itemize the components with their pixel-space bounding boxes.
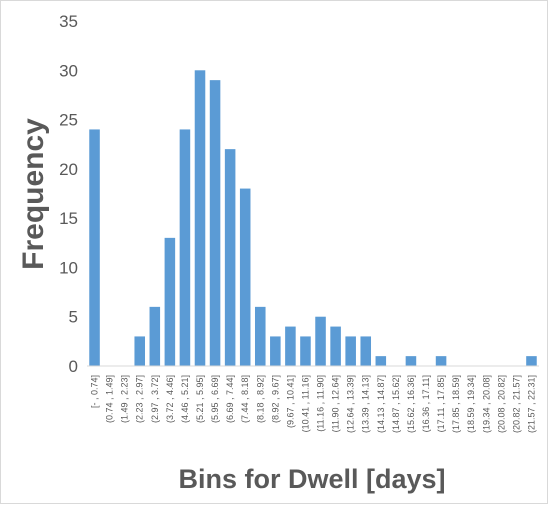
bar (270, 336, 281, 366)
bar (405, 356, 417, 366)
y-tick-label: 10 (59, 258, 78, 277)
bar (285, 326, 296, 366)
x-tick-label: (3.72 , 4.46] (165, 375, 175, 423)
y-tick-label: 35 (59, 12, 78, 31)
bar (89, 129, 100, 366)
bar (300, 336, 311, 366)
bar (315, 316, 326, 366)
bar (375, 356, 387, 366)
x-tick-label: [- , 0.74] (90, 375, 100, 408)
x-tick-label: (2.23 , 2.97] (135, 375, 145, 423)
x-tick-label: (11.90 , 12.64] (331, 375, 341, 432)
x-tick-label: (1.49 , 2.23] (120, 375, 130, 423)
x-tick-label: (7.44 , 8.18] (240, 375, 250, 423)
x-tick-label: (12.64 , 13.39] (346, 375, 356, 433)
x-tick-label: (5.95 , 6.69] (210, 375, 220, 423)
y-axis-title: Frequency (17, 118, 50, 270)
x-tick-label: (2.97 , 3.72] (150, 375, 160, 423)
x-tick-label: (17.11 , 17.85] (436, 375, 446, 432)
bar (435, 356, 447, 366)
x-axis-ticks: [- , 0.74] (0.74 , 1.49] (1.49 , 2.23] (2.2… (90, 375, 537, 433)
bar (194, 70, 206, 366)
x-tick-label: (20.08 , 20.82] (496, 375, 506, 433)
x-tick-label: (18.59 , 19.34] (466, 375, 476, 433)
y-tick-label: 30 (59, 61, 78, 80)
bars-group (89, 70, 537, 366)
y-tick-label: 15 (59, 209, 78, 228)
bar (345, 336, 356, 366)
x-tick-label: (19.34 , 20.08] (481, 375, 491, 433)
x-tick-label: (0.74 , 1.49] (105, 375, 115, 423)
bar (164, 237, 176, 366)
x-tick-label: (17.85 , 18.59] (451, 375, 461, 433)
x-tick-label: (8.92 , 9.67] (270, 375, 280, 423)
y-axis-ticks: 0 5 10 15 20 25 30 35 (59, 12, 78, 376)
x-tick-label: (21.57 , 22.31] (526, 375, 536, 433)
bar (149, 306, 161, 366)
x-tick-label: (14.87 , 15.62] (391, 375, 401, 433)
x-tick-label: (6.69 , 7.44] (225, 375, 235, 423)
bar (526, 356, 537, 366)
x-tick-label: (10.41 , 11.16] (300, 375, 310, 432)
y-tick-label: 20 (59, 160, 78, 179)
bar (209, 80, 221, 366)
x-tick-label: (5.21 , 5.95] (195, 375, 205, 423)
bar (254, 306, 266, 366)
bar (360, 336, 372, 366)
x-tick-label: (11.16 , 11.90] (316, 375, 326, 432)
bar (224, 149, 236, 366)
x-tick-label: (20.82 , 21.57] (511, 375, 521, 433)
bar (330, 326, 341, 366)
x-tick-label: (14.13 , 14.87] (376, 375, 386, 433)
x-tick-label: (13.39 , 14.13] (361, 375, 371, 433)
x-axis-title: Bins for Dwell [days] (178, 464, 445, 494)
y-tick-label: 5 (69, 308, 78, 327)
y-tick-label: 0 (69, 357, 78, 376)
x-tick-label: (15.62 , 16.36] (406, 375, 416, 433)
x-tick-label: (16.36 , 17.11] (421, 375, 431, 432)
bar (134, 336, 146, 366)
bar (239, 188, 251, 366)
x-tick-label: (8.18 , 8.92] (255, 375, 265, 423)
bar (179, 129, 191, 366)
y-tick-label: 25 (59, 111, 78, 130)
x-tick-label: (4.46 , 5.21] (180, 375, 190, 423)
x-tick-label: (9.67 , 10.41] (285, 375, 295, 428)
